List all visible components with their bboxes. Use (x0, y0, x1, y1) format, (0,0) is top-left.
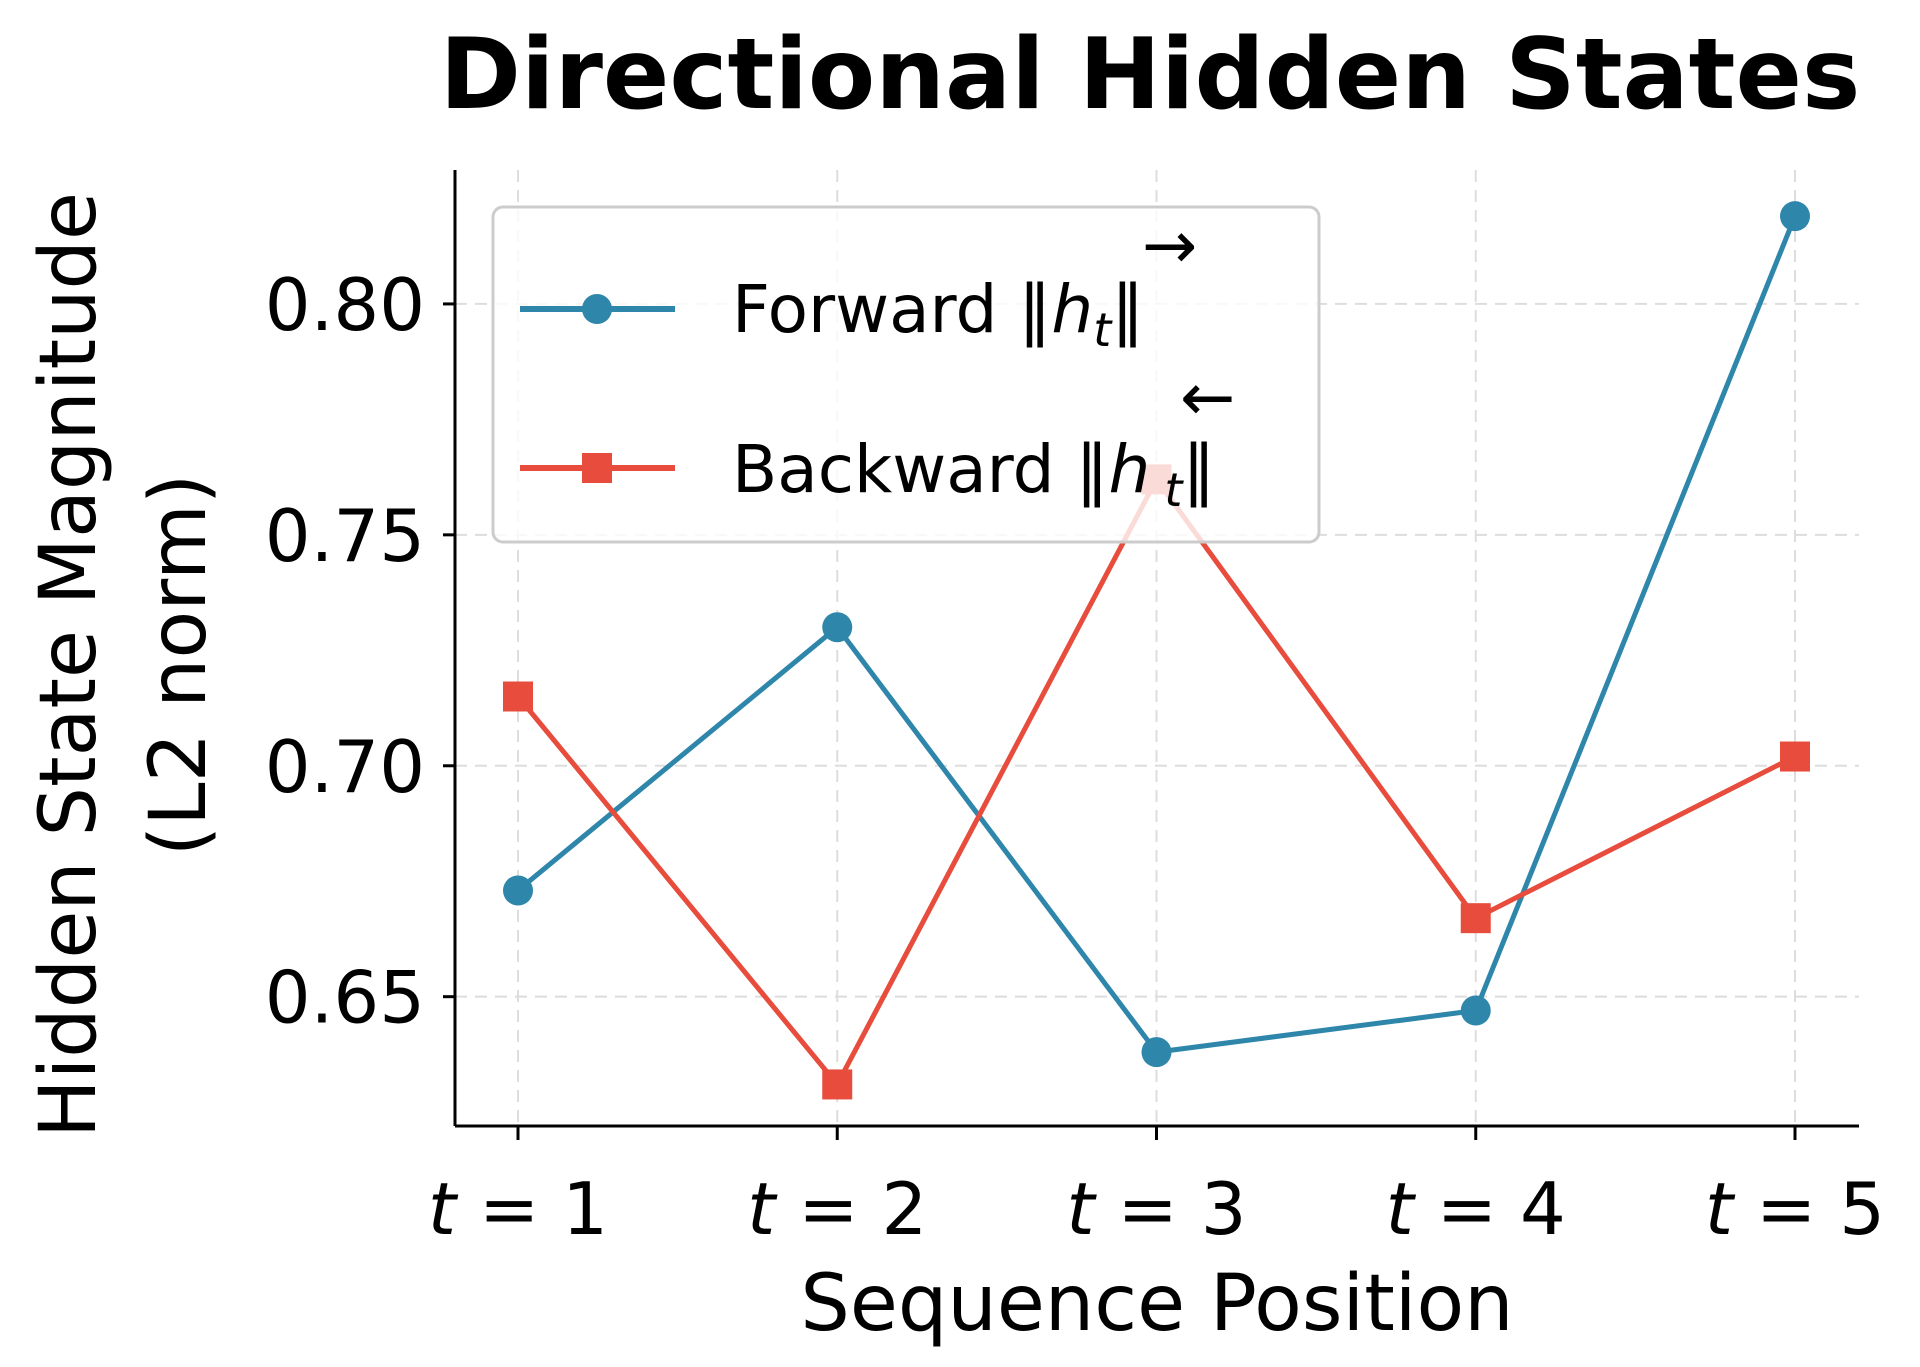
arrow-right-icon: → (1142, 207, 1197, 284)
data-point-circle (1141, 1037, 1172, 1068)
x-axis-ticks: t = 1 t = 2 t = 3 t = 4 t = 5 (428, 1126, 1885, 1251)
x-tick-label: t = 1 (428, 1167, 608, 1251)
arrow-left-icon: ← (1180, 359, 1235, 436)
legend-label-backward: Backward ‖ (732, 431, 1109, 508)
y-axis-label-line2: (L2 norm) (134, 474, 224, 857)
data-point-square (1780, 741, 1810, 772)
series-forward (503, 201, 1810, 1068)
x-axis-label: Sequence Position (800, 1259, 1513, 1349)
legend-label-forward: Forward ‖ (732, 271, 1051, 348)
data-point-square (503, 681, 533, 712)
data-point-square (822, 1069, 853, 1100)
circle-marker-icon (582, 294, 612, 324)
data-point-circle (822, 612, 853, 643)
chart-title: Directional Hidden States (440, 18, 1861, 132)
y-tick-label: 0.65 (265, 956, 425, 1040)
y-tick-label: 0.80 (265, 263, 425, 347)
data-point-circle (1780, 201, 1810, 232)
y-axis-label-line1: Hidden State Magnitude (24, 192, 114, 1138)
y-axis-ticks: 0.65 0.70 0.75 0.80 (265, 263, 455, 1040)
square-marker-icon (582, 453, 612, 483)
x-tick-label: t = 5 (1705, 1167, 1885, 1251)
legend: Forward ‖ht‖ → Backward ‖h t‖ ← (491, 205, 1321, 544)
x-tick-label: t = 2 (747, 1167, 927, 1251)
data-point-circle (503, 875, 533, 906)
y-tick-label: 0.75 (265, 494, 425, 578)
x-tick-label: t = 3 (1066, 1167, 1246, 1251)
data-point-square (1460, 903, 1491, 934)
legend-item-forward: Forward ‖ht‖ → (520, 207, 1197, 357)
svg-text:Backward ‖ht‖: Backward ‖h t‖ (732, 431, 1215, 517)
x-tick-label: t = 4 (1386, 1167, 1566, 1251)
legend-item-backward: Backward ‖h t‖ ← (520, 359, 1235, 517)
y-tick-label: 0.70 (265, 725, 425, 809)
legend-box (491, 205, 1321, 544)
svg-text:Forward ‖ht‖: Forward ‖ht‖ (732, 271, 1144, 357)
data-point-circle (1460, 995, 1491, 1026)
